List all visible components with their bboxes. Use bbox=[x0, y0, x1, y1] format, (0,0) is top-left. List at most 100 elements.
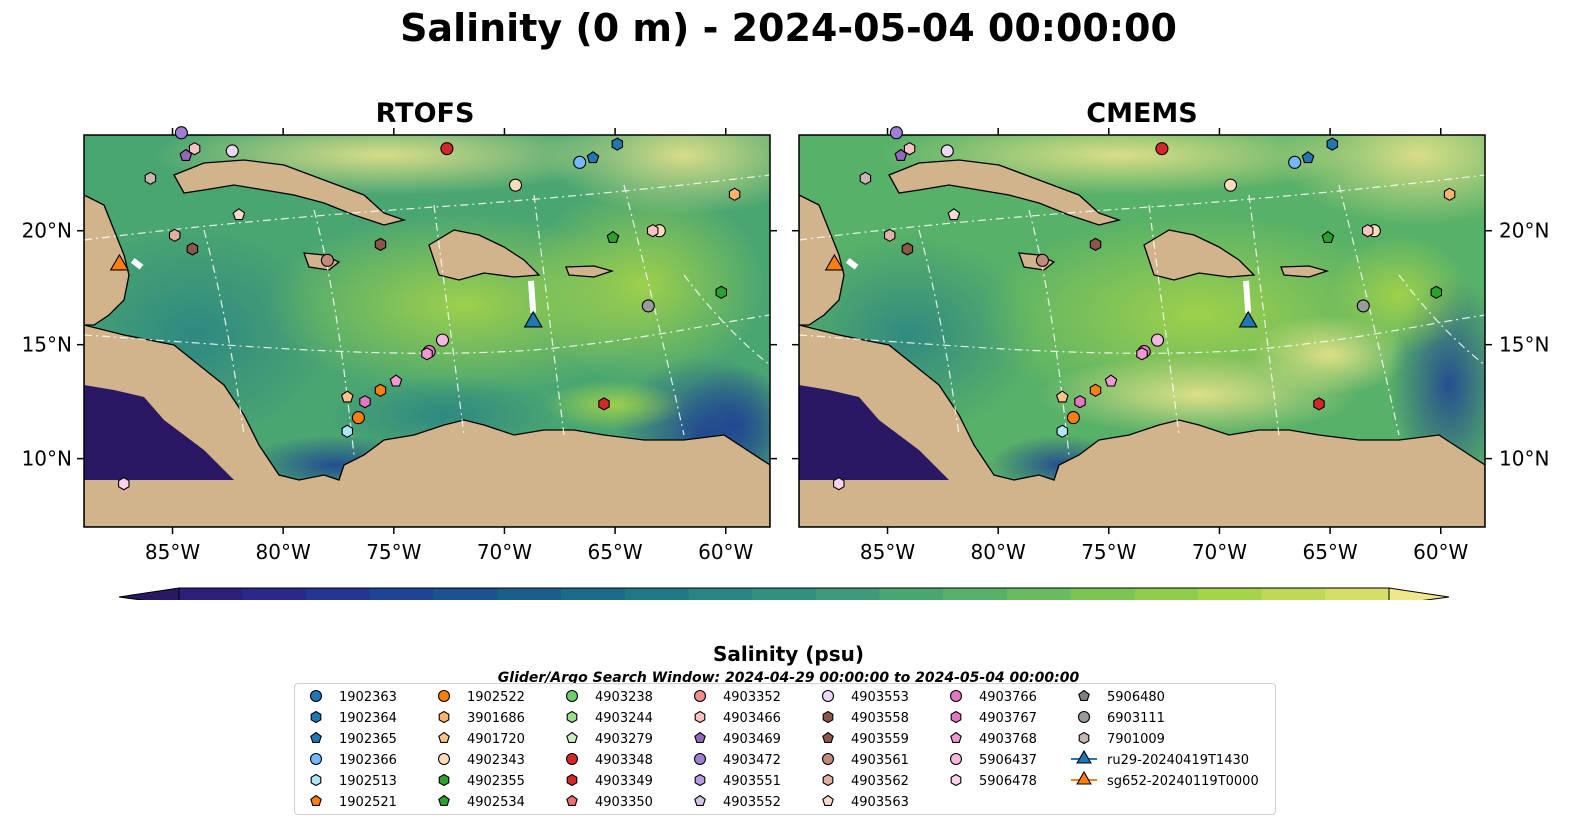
argo-float-marker bbox=[646, 224, 659, 238]
argo-float-marker bbox=[1104, 374, 1118, 387]
argo-float-marker bbox=[833, 477, 845, 491]
legend-label: 1902522 bbox=[467, 690, 525, 705]
lat-tick-label: 15°N bbox=[1499, 333, 1549, 357]
legend-marker bbox=[437, 689, 451, 703]
lon-tick-label: 75°W bbox=[1081, 540, 1136, 564]
colorbar-cell bbox=[433, 588, 499, 600]
legend-marker bbox=[950, 710, 962, 724]
legend-label: 4903348 bbox=[595, 753, 653, 768]
argo-float-marker bbox=[320, 253, 334, 267]
axis-ticks: 85°W 80°W 75°W 70°W 65°W 60°W 20°N 15°N 10°N 85°W… bbox=[22, 128, 1549, 564]
lat-tick-label: 15°N bbox=[22, 333, 72, 357]
argo-float-marker bbox=[1326, 137, 1339, 151]
lon-tick-label: 85°W bbox=[860, 540, 915, 564]
legend-label: 1902365 bbox=[339, 732, 397, 747]
legend-label: 4903244 bbox=[595, 711, 653, 726]
argo-float-marker bbox=[1089, 383, 1102, 397]
map-figure: 85°W 80°W 75°W 70°W 65°W 60°W 20°N 15°N 10°N 85°W… bbox=[22, 126, 1549, 600]
argo-float-marker bbox=[232, 208, 246, 221]
legend-marker bbox=[310, 710, 322, 724]
legend-label: 4903469 bbox=[723, 732, 781, 747]
map-panel-rtofs bbox=[83, 134, 771, 528]
legend-marker bbox=[310, 731, 322, 743]
legend-label: 1902366 bbox=[339, 753, 397, 768]
argo-float-marker bbox=[641, 299, 655, 313]
legend-marker bbox=[949, 689, 963, 703]
colorbar-cell bbox=[1134, 588, 1199, 600]
argo-float-marker bbox=[1035, 253, 1049, 267]
argo-float-marker bbox=[435, 333, 450, 347]
colorbar-cell bbox=[1070, 588, 1135, 600]
legend-label: 4903563 bbox=[851, 795, 909, 810]
argo-float-marker bbox=[421, 347, 433, 361]
argo-float-marker bbox=[168, 228, 181, 242]
legend-label: 5906478 bbox=[979, 774, 1037, 789]
argo-float-marker bbox=[573, 155, 587, 169]
legend-marker bbox=[1078, 731, 1090, 745]
legend-marker bbox=[694, 731, 706, 743]
legend-marker bbox=[310, 794, 322, 806]
lon-tick-label: 65°W bbox=[1302, 540, 1357, 564]
colorbar: 34.634.935.235.535.836.136.436.7 bbox=[118, 587, 1450, 600]
lon-tick-label: 75°W bbox=[366, 540, 421, 564]
legend-label: 4903552 bbox=[723, 795, 781, 810]
legend-marker bbox=[950, 731, 962, 743]
legend: 1902363 1902364 1902365 1902366 1902513 19025… bbox=[294, 683, 1276, 815]
lat-tick-label: 20°N bbox=[22, 219, 72, 243]
argo-float-marker bbox=[1089, 237, 1102, 252]
legend-marker bbox=[694, 710, 706, 724]
panel-title-rtofs: RTOFS bbox=[375, 98, 475, 129]
legend-marker bbox=[693, 752, 707, 766]
legend-marker bbox=[1077, 710, 1091, 724]
glider-marker bbox=[523, 310, 543, 328]
colorbar-cell bbox=[306, 588, 371, 600]
legend-label: sg652-20240119T0000 bbox=[1107, 774, 1259, 789]
glider-marker bbox=[1238, 310, 1258, 328]
argo-float-marker bbox=[1313, 397, 1325, 411]
legend-label: ru29-20240419T1430 bbox=[1107, 753, 1249, 768]
legend-label: 4903558 bbox=[851, 711, 909, 726]
lon-tick-label: 70°W bbox=[477, 540, 532, 564]
legend-marker bbox=[565, 752, 579, 766]
legend-marker bbox=[309, 689, 323, 703]
legend-label: 4903553 bbox=[851, 690, 909, 705]
glider-track bbox=[528, 280, 537, 313]
legend-marker bbox=[822, 773, 834, 787]
legend-label: 4903559 bbox=[851, 732, 909, 747]
legend-label: 3901686 bbox=[467, 711, 525, 726]
legend-label: 7901009 bbox=[1107, 732, 1165, 747]
legend-label: 4903551 bbox=[723, 774, 781, 789]
legend-marker bbox=[566, 794, 578, 806]
colorbar-cell bbox=[497, 588, 562, 600]
legend-marker bbox=[1078, 689, 1090, 701]
argo-float-marker bbox=[179, 148, 193, 161]
colorbar-cell bbox=[752, 588, 817, 600]
argo-float-marker bbox=[859, 171, 872, 185]
legend-marker bbox=[693, 689, 707, 703]
legend-marker bbox=[310, 773, 322, 787]
legend-marker bbox=[694, 773, 706, 787]
map-panel-cmems bbox=[798, 134, 1486, 528]
search-window-note: Glider/Argo Search Window: 2024-04-29 00… bbox=[497, 670, 1080, 686]
legend-label: 1902521 bbox=[339, 795, 397, 810]
argo-float-marker bbox=[715, 285, 728, 299]
legend-marker bbox=[694, 794, 706, 806]
legend-marker bbox=[566, 731, 578, 743]
argo-float-marker bbox=[186, 242, 199, 256]
colorbar-cell bbox=[179, 588, 244, 600]
argo-float-marker bbox=[1430, 285, 1443, 299]
lat-tick-label: 20°N bbox=[1499, 219, 1549, 243]
argo-float-marker bbox=[118, 477, 130, 491]
lon-tick-label: 80°W bbox=[971, 540, 1026, 564]
legend-marker bbox=[438, 773, 450, 787]
panel-title-cmems: CMEMS bbox=[1086, 98, 1198, 129]
lat-tick-label: 10°N bbox=[1499, 447, 1549, 471]
legend-marker bbox=[1076, 749, 1092, 764]
argo-float-marker bbox=[611, 137, 624, 151]
legend-label: 4903766 bbox=[979, 690, 1037, 705]
argo-float-marker bbox=[351, 411, 365, 425]
legend-label: 4903767 bbox=[979, 711, 1037, 726]
argo-float-marker bbox=[389, 374, 403, 387]
argo-float-marker bbox=[940, 144, 954, 158]
lon-tick-label: 70°W bbox=[1192, 540, 1247, 564]
